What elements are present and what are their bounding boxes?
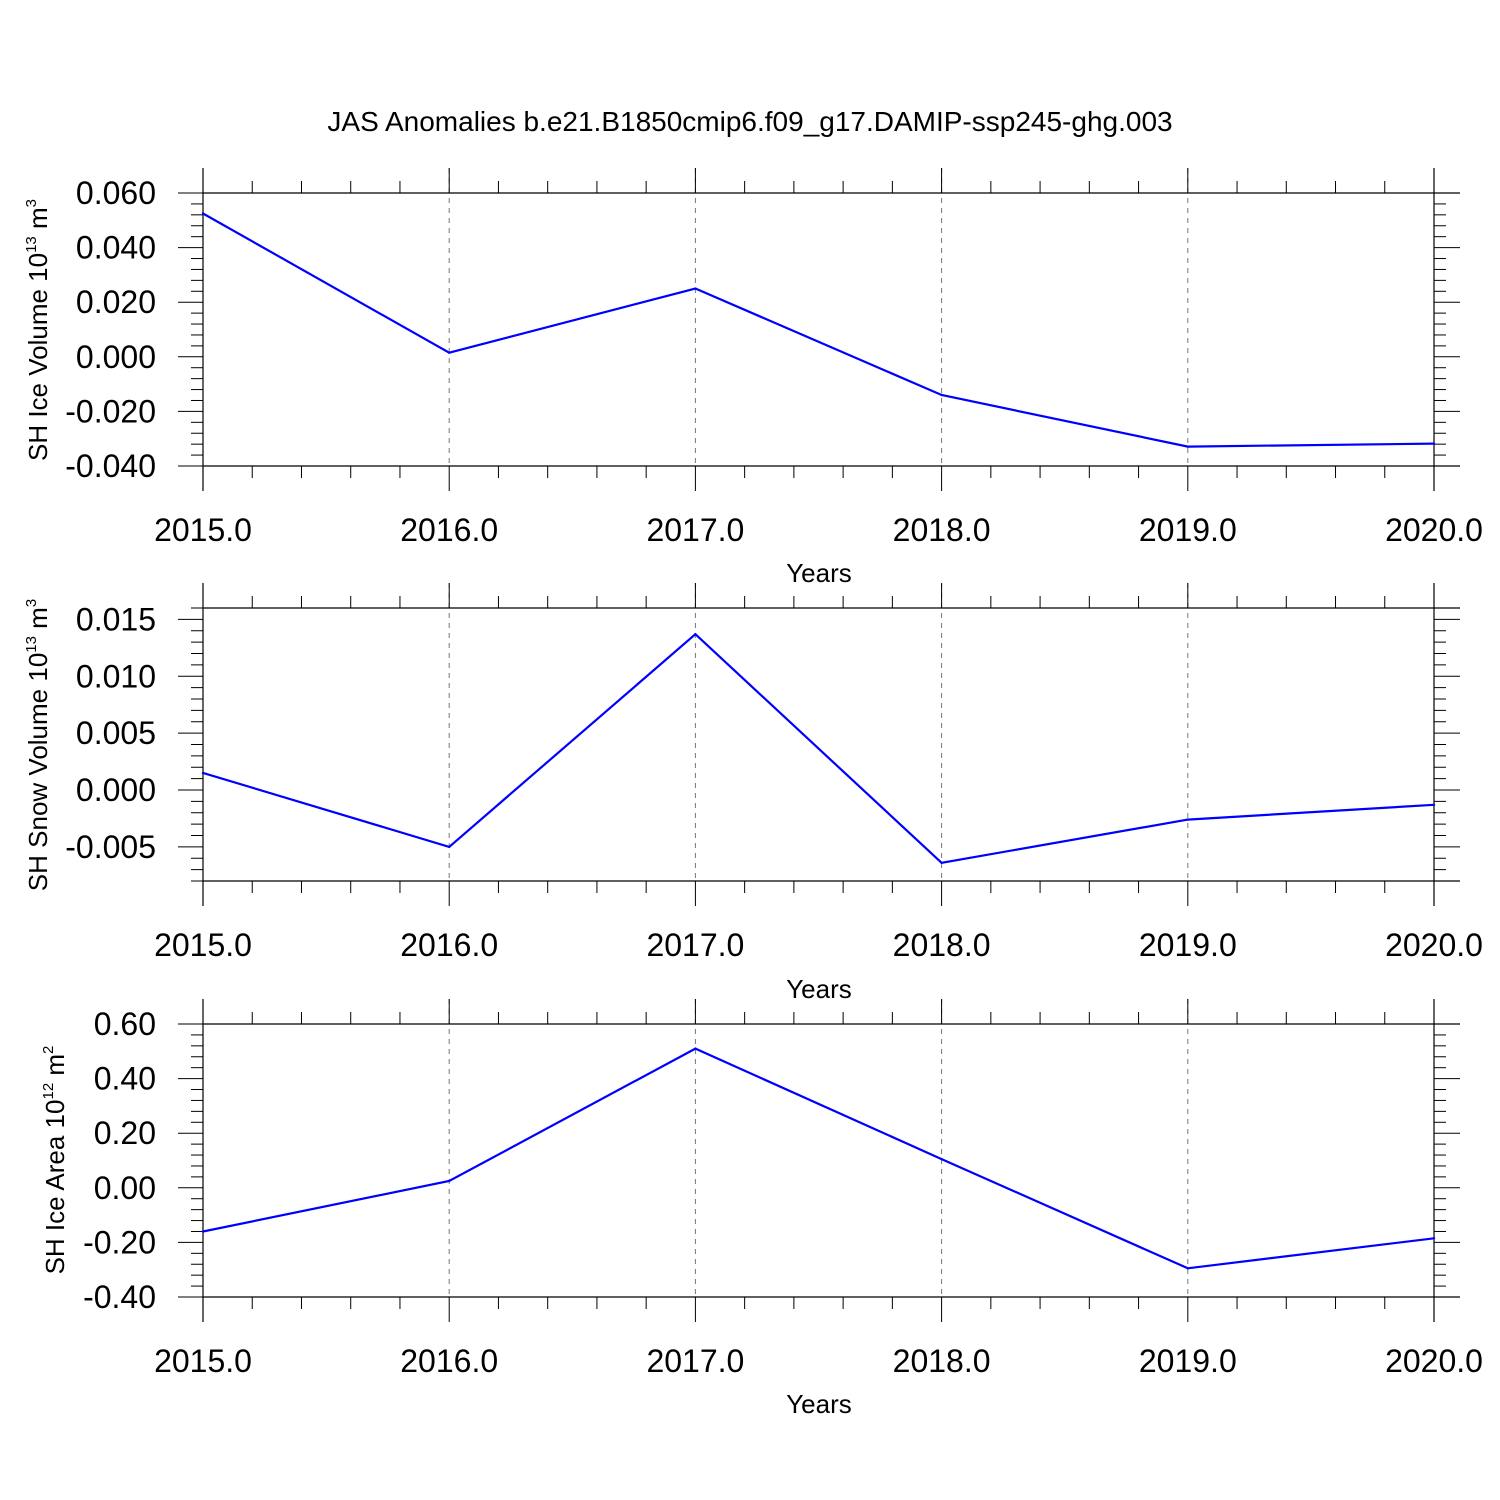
y-tick-label: 0.000 (76, 772, 156, 808)
x-tick-label: 2018.0 (893, 927, 991, 963)
data-point (201, 212, 205, 215)
x-tick-label: 2019.0 (1139, 927, 1237, 963)
x-tick-label: 2020.0 (1385, 512, 1483, 548)
x-tick-label: 2017.0 (646, 512, 744, 548)
x-axis-title: Years (786, 558, 852, 588)
y-tick-label: 0.20 (94, 1115, 156, 1151)
x-tick-label: 2017.0 (646, 1343, 744, 1379)
panel-2: -0.005 0.000 0.005 0.010 0.015 2015.0 2016.0 20… (23, 583, 1483, 1004)
y-axis-title-unit: m (40, 1054, 70, 1083)
series-line (202, 632, 1435, 864)
data-point (940, 1157, 943, 1161)
x-tick-label: 2016.0 (400, 1343, 498, 1379)
data-point (1432, 1237, 1436, 1240)
y-tick-label: 0.010 (76, 658, 156, 694)
x-tick-label: 2015.0 (154, 927, 252, 963)
panel-1: -0.040 -0.020 0.000 0.020 0.040 0.060 2015.0 20… (23, 168, 1483, 588)
x-tick-label: 2020.0 (1385, 1343, 1483, 1379)
y-tick-label: 0.40 (94, 1061, 156, 1097)
y-axis-title-unit-power: 2 (40, 1046, 57, 1054)
x-tick-label: 2017.0 (646, 927, 744, 963)
data-point (694, 287, 697, 290)
y-tick-label: 0.005 (76, 715, 156, 751)
x-tick-label: 2019.0 (1139, 512, 1237, 548)
panel-3: -0.40 -0.20 0.00 0.20 0.40 0.60 2015.0 2016.0 20… (40, 999, 1483, 1419)
y-axis-title-text: SH Snow Volume 10 (23, 653, 53, 891)
y-axis-title-text: SH Ice Area 10 (40, 1100, 70, 1275)
data-point (201, 1230, 205, 1233)
x-tick-label: 2020.0 (1385, 927, 1483, 963)
data-point (940, 861, 943, 864)
x-axis-title: Years (786, 974, 852, 1004)
y-axis-title: SH Ice Volume 1013 m3 (23, 199, 53, 461)
y-tick-label: 0.00 (94, 1170, 156, 1206)
x-axis-title: Years (786, 1389, 852, 1419)
y-tick-label: -0.40 (83, 1279, 156, 1315)
y-axis-title-exponent: 13 (23, 636, 40, 653)
y-axis-title-unit-power: 3 (23, 599, 40, 607)
data-point (1432, 442, 1436, 445)
data-point (694, 632, 697, 636)
y-tick-label: -0.005 (65, 829, 156, 865)
y-axis-title-unit: m (23, 207, 53, 236)
y-axis-title-unit-power: 3 (23, 199, 40, 207)
x-tick-label: 2018.0 (893, 1343, 991, 1379)
x-tick-label: 2015.0 (154, 1343, 252, 1379)
x-tick-label: 2015.0 (154, 512, 252, 548)
y-tick-label: 0.020 (76, 284, 156, 320)
y-axis-title: SH Ice Area 1012 m2 (40, 1046, 70, 1275)
y-tick-label: -0.040 (65, 448, 156, 484)
data-point (1186, 445, 1190, 448)
x-tick-label: 2016.0 (400, 512, 498, 548)
data-point (448, 1179, 451, 1183)
x-tick-label: 2018.0 (893, 512, 991, 548)
y-tick-label: 0.040 (76, 230, 156, 266)
y-tick-label: -0.20 (83, 1224, 156, 1260)
y-axis-title-exponent: 12 (40, 1083, 57, 1100)
data-point (1186, 818, 1190, 821)
series-line (202, 1047, 1435, 1270)
data-point (1186, 1267, 1190, 1270)
data-point (694, 1047, 697, 1050)
data-point (201, 771, 205, 775)
y-tick-label: 0.060 (76, 175, 156, 211)
data-point (940, 393, 943, 397)
data-point (448, 845, 451, 849)
y-axis-title-text: SH Ice Volume 10 (23, 253, 53, 461)
y-tick-label: 0.000 (76, 339, 156, 375)
x-tick-label: 2016.0 (400, 927, 498, 963)
y-tick-label: -0.020 (65, 393, 156, 429)
y-axis-title: SH Snow Volume 1013 m3 (23, 599, 53, 891)
data-point (1432, 803, 1436, 806)
y-tick-label: 0.60 (94, 1006, 156, 1042)
x-tick-label: 2019.0 (1139, 1343, 1237, 1379)
y-axis-title-unit: m (23, 607, 53, 636)
series-line (202, 212, 1435, 448)
y-axis-title-exponent: 13 (23, 236, 40, 253)
figure-title: JAS Anomalies b.e21.B1850cmip6.f09_g17.D… (327, 106, 1172, 137)
data-point (448, 351, 451, 354)
y-tick-label: 0.015 (76, 601, 156, 637)
